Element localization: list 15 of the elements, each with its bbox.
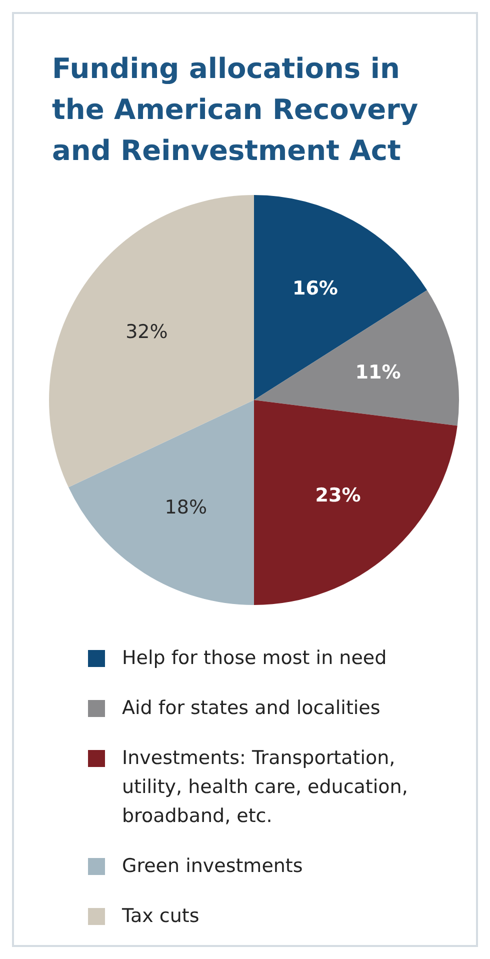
- data-label: 32%: [126, 320, 168, 343]
- data-label: 23%: [315, 484, 361, 506]
- pie-slice: [254, 400, 458, 605]
- legend-label: Investments: Transportation, utility, health care, education, broadband, etc.: [122, 747, 408, 827]
- pie-slice: [49, 195, 254, 488]
- legend-label: Green investments: [122, 855, 303, 877]
- data-label: 18%: [164, 496, 208, 518]
- data-label: 16%: [292, 278, 338, 300]
- legend-label: Tax cuts: [121, 905, 200, 927]
- legend-label: Help for those most in need: [122, 647, 387, 669]
- pie-slice: [68, 400, 254, 605]
- chart-title: Funding allocations in the American Recovery and Reinvestment Act: [52, 52, 418, 167]
- legend-label: Aid for states and localities: [122, 697, 380, 719]
- pie-slice: [254, 195, 428, 400]
- data-label: 11%: [355, 361, 401, 384]
